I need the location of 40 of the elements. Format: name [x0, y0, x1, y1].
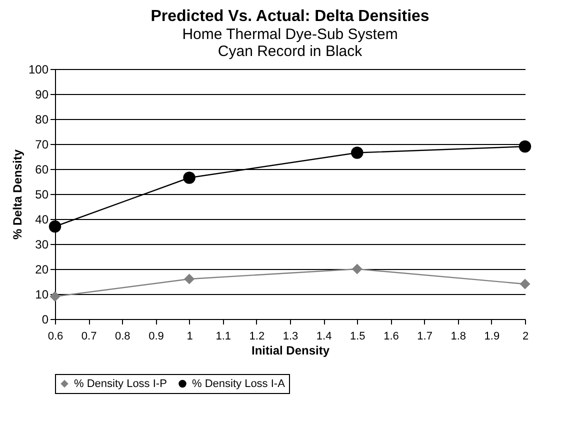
y-tick-label: 10 — [35, 288, 49, 302]
point — [48, 220, 62, 233]
legend-label: % Density Loss I-P — [74, 378, 167, 390]
y-tick-label: 80 — [35, 112, 49, 126]
chart-subtitle: Home Thermal Dye-Sub System Cyan Record in Black — [182, 26, 398, 60]
x-tick-label: 0.7 — [81, 330, 97, 342]
point — [518, 140, 532, 153]
x-tick-label: 2 — [522, 330, 529, 342]
y-tick-label: 90 — [35, 88, 49, 102]
x-tick-label: 1.8 — [450, 330, 466, 342]
point — [50, 291, 60, 302]
y-axis-title: % Delta Density — [10, 149, 24, 240]
x-tick-label: 1.2 — [249, 330, 265, 342]
y-tick-label: 100 — [28, 62, 49, 76]
point — [351, 146, 364, 159]
x-tick-label: 1.1 — [216, 330, 232, 342]
legend-label: % Density Loss I-A — [192, 378, 286, 390]
x-tick-label: 1 — [186, 330, 193, 342]
x-tick-label: 1.3 — [282, 330, 298, 342]
x-tick-label: 1.4 — [316, 330, 332, 342]
x-tick-label: 0.9 — [148, 330, 164, 342]
chart-title: Predicted Vs. Actual: Delta Densities — [150, 8, 430, 25]
y-tick-label: 40 — [35, 212, 49, 226]
point — [352, 264, 362, 274]
point — [520, 278, 530, 290]
y-tick-label: 30 — [35, 238, 49, 252]
x-tick-label: 1.7 — [417, 330, 432, 342]
x-tick-label: 1.6 — [384, 330, 399, 342]
x-tick-label: 1.9 — [484, 330, 500, 342]
y-tick-label: 0 — [42, 312, 49, 326]
x-tick-label: 0.8 — [114, 330, 130, 342]
y-tick-label: 50 — [35, 188, 49, 202]
y-tick-label: 20 — [35, 262, 49, 276]
point — [183, 172, 196, 184]
point — [184, 274, 195, 284]
x-tick-label: 1.5 — [350, 330, 366, 342]
y-tick-label: 70 — [35, 138, 49, 152]
x-tick-label: 0.6 — [48, 330, 64, 342]
y-tick-label: 60 — [35, 162, 49, 176]
x-axis-title: Initial Density — [251, 344, 330, 358]
